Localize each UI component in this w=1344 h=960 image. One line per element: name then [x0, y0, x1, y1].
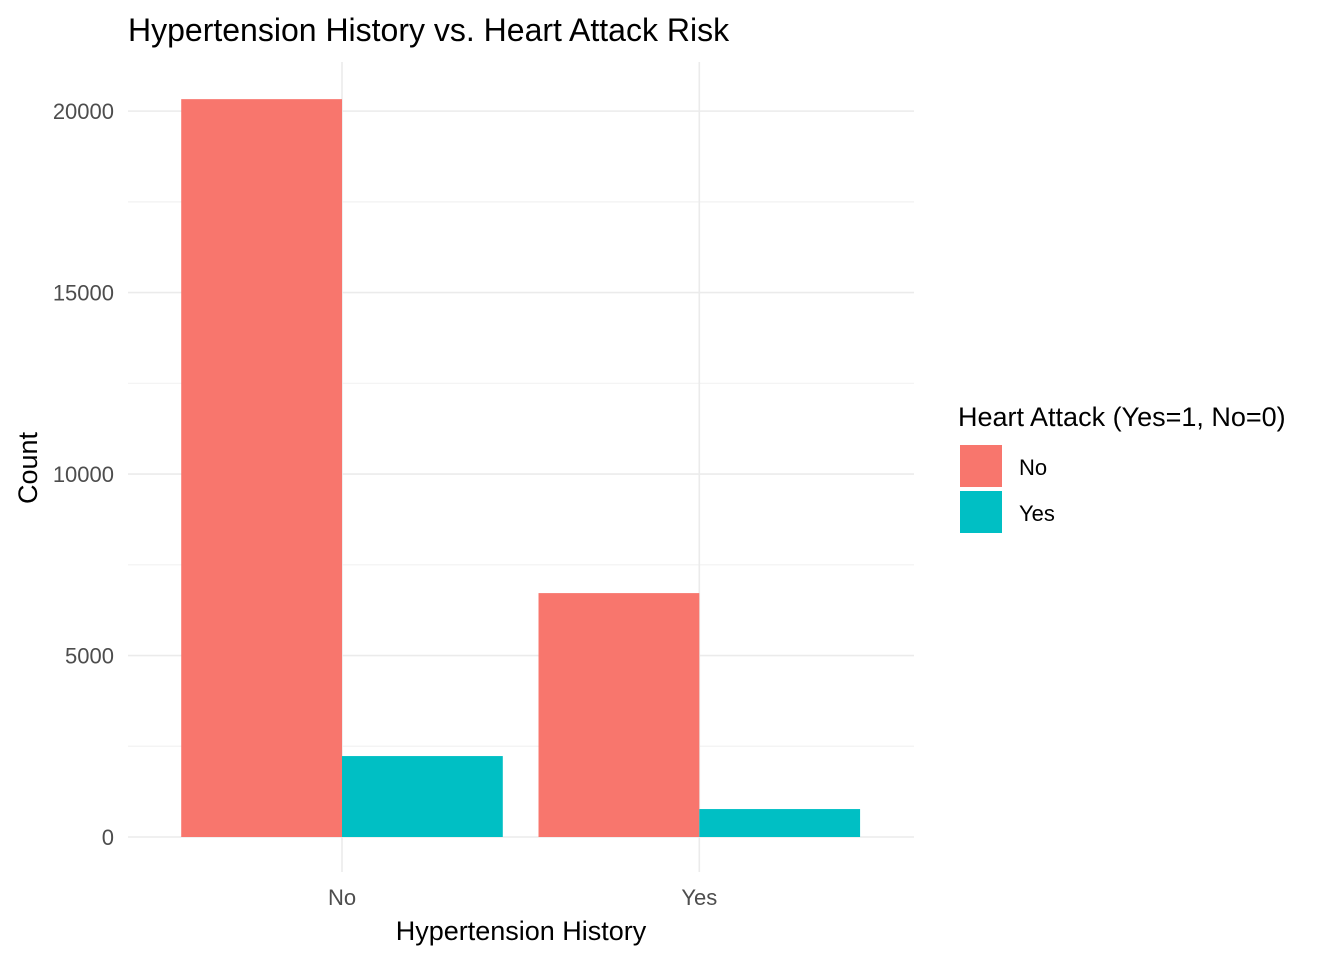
- legend: Heart Attack (Yes=1, No=0) No Yes: [958, 402, 1286, 533]
- y-tick-label: 0: [102, 825, 114, 850]
- legend-key-yes: [960, 491, 1002, 533]
- y-tick-label: 15000: [53, 281, 114, 306]
- y-axis-title: Count: [13, 431, 43, 504]
- legend-items: No Yes: [960, 445, 1055, 533]
- bar-no-yes: [342, 756, 503, 837]
- bar-yes-no: [538, 593, 700, 837]
- y-tick-label: 20000: [53, 99, 114, 124]
- chart-title: Hypertension History vs. Heart Attack Ri…: [128, 12, 730, 48]
- legend-key-no: [960, 445, 1002, 487]
- y-axis-ticks: 0 5000 10000 15000 20000: [53, 99, 114, 850]
- legend-label-no: No: [1019, 455, 1047, 480]
- legend-title: Heart Attack (Yes=1, No=0): [958, 402, 1286, 432]
- y-tick-label: 10000: [53, 462, 114, 487]
- bar-yes-yes: [699, 809, 861, 837]
- x-tick-label: No: [328, 885, 356, 910]
- legend-label-yes: Yes: [1019, 501, 1055, 526]
- y-tick-label: 5000: [65, 644, 114, 669]
- x-tick-label: Yes: [681, 885, 717, 910]
- x-axis-ticks: No Yes: [328, 885, 717, 910]
- bar-no-no: [181, 99, 342, 837]
- x-axis-title: Hypertension History: [396, 916, 647, 946]
- bars: [181, 99, 861, 837]
